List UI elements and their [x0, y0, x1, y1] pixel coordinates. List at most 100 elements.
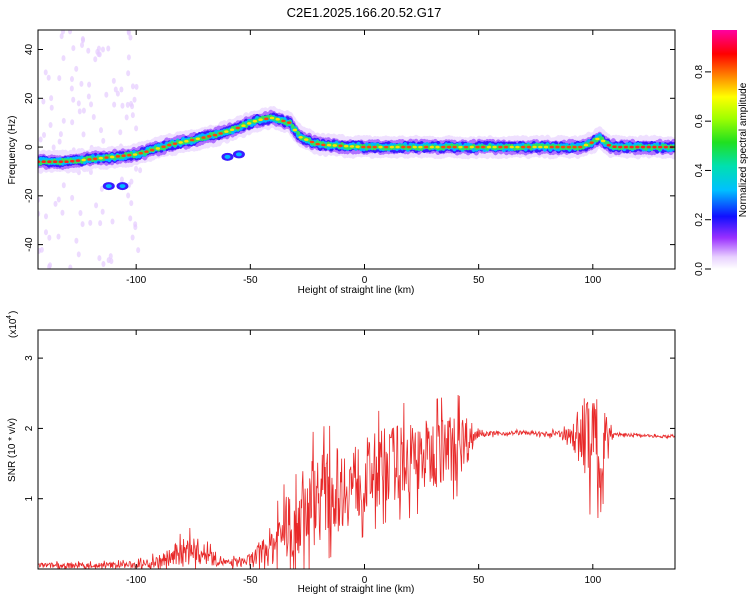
heatmap-peak — [309, 140, 315, 144]
snr-y-scale-base: (x10 — [8, 318, 19, 338]
heatmap-speckle — [43, 69, 48, 76]
heatmap-peak — [595, 137, 600, 141]
snr-frame — [37, 329, 676, 570]
heatmap-peak — [452, 145, 457, 149]
heatmap-cell — [307, 137, 312, 143]
heatmap-peak — [212, 133, 218, 137]
heatmap-peak — [332, 144, 338, 147]
heatmap-peak — [58, 160, 64, 163]
heatmap-speckle — [126, 54, 131, 61]
heatmap-speckle — [128, 215, 133, 222]
snr-y-scale-exp: 4 — [6, 315, 13, 319]
heatmap-speckle — [70, 119, 75, 126]
heatmap-peak — [606, 143, 611, 147]
heatmap-peak — [344, 144, 349, 148]
heatmap-blob-core — [224, 154, 231, 159]
heatmap-peak — [446, 145, 452, 149]
heatmap-speckle — [124, 114, 129, 121]
spectrogram-x-label: Height of straight line (km) — [298, 285, 415, 296]
spectrogram-y-label: Frequency (Hz) — [7, 116, 18, 185]
heatmap-peak — [70, 159, 75, 163]
y-tick-label: -20 — [24, 188, 35, 203]
x-tick-label: -100 — [126, 575, 146, 586]
heatmap-peak — [81, 158, 86, 162]
heatmap-peak — [412, 145, 417, 149]
heatmap-peak — [235, 126, 240, 130]
heatmap-peak — [269, 116, 275, 120]
heatmap-speckle — [79, 80, 84, 87]
heatmap-speckle — [69, 76, 74, 83]
heatmap-speckle — [74, 65, 79, 72]
snr-y-scale-close: ) — [8, 311, 19, 314]
heatmap-speckle — [101, 137, 106, 144]
heatmap-peak — [338, 144, 343, 148]
heatmap-speckle — [61, 117, 66, 124]
heatmap-peak — [224, 130, 229, 133]
heatmap-cell — [49, 159, 54, 165]
heatmap-peak — [321, 143, 326, 147]
heatmap-peak — [629, 145, 634, 149]
heatmap-speckle — [57, 138, 62, 145]
heatmap-peak — [104, 156, 109, 159]
heatmap-peak — [264, 117, 269, 121]
heatmap-speckle — [133, 224, 138, 231]
heatmap-cell — [570, 144, 575, 150]
heatmap-speckle — [81, 37, 86, 44]
heatmap-peak — [429, 145, 435, 149]
heatmap-peak — [572, 145, 577, 149]
heatmap-peak — [349, 145, 355, 148]
heatmap-speckle — [48, 121, 53, 128]
heatmap-peak — [75, 159, 81, 162]
heatmap-speckle — [48, 262, 53, 269]
snr-x-ticks: -100 -50 0 50 100 — [126, 330, 602, 586]
heatmap-cell — [44, 159, 49, 165]
x-tick-label: 0 — [362, 575, 368, 586]
heatmap-speckle — [119, 86, 124, 93]
colorbar-tick-label: 0.4 — [694, 163, 705, 177]
heatmap-peak — [498, 145, 503, 149]
heatmap-peak — [121, 154, 126, 158]
x-tick-label: 100 — [584, 575, 601, 586]
colorbar-ticks: 0.0 0.2 0.4 0.6 0.8 — [694, 64, 711, 276]
heatmap-peak — [652, 145, 657, 149]
heatmap-speckle — [126, 192, 131, 199]
heatmap-cell — [296, 130, 301, 136]
heatmap-speckle — [87, 81, 92, 88]
heatmap-layer — [38, 30, 675, 269]
heatmap-peak — [144, 150, 149, 153]
heatmap-speckle — [51, 144, 56, 151]
heatmap-peak — [418, 145, 423, 149]
heatmap-speckle — [76, 100, 81, 107]
heatmap-peak — [326, 143, 332, 147]
heatmap-peak — [366, 145, 372, 149]
heatmap-peak — [646, 145, 651, 149]
x-tick-label: -50 — [243, 275, 258, 286]
heatmap-speckle — [99, 127, 104, 134]
snr-y-scale: (x10 4 ) — [6, 311, 19, 338]
heatmap-speckle — [97, 255, 102, 262]
heatmap-peak — [292, 128, 298, 132]
heatmap-speckle — [71, 45, 76, 52]
heatmap-speckle — [106, 45, 111, 52]
heatmap-speckle — [60, 209, 65, 216]
heatmap-blob-core — [235, 152, 242, 157]
y-tick-label: 2 — [24, 425, 35, 431]
heatmap-peak — [178, 141, 183, 144]
heatmap-cell — [186, 138, 191, 144]
heatmap-speckle — [94, 202, 99, 209]
heatmap-speckle — [86, 93, 91, 100]
heatmap-peak — [138, 151, 143, 155]
spectrogram-frame — [37, 29, 676, 270]
snr-x-label: Height of straight line (km) — [298, 584, 415, 595]
colorbar-label: Normalized spectral amplitude — [738, 82, 749, 217]
heatmap-speckle — [53, 200, 58, 207]
heatmap-peak — [623, 145, 629, 149]
colorbar-tick-label: 0.0 — [694, 262, 705, 276]
heatmap-peak — [64, 160, 69, 163]
heatmap-speckle — [78, 210, 83, 217]
heatmap-speckle — [98, 220, 103, 227]
heatmap-peak — [618, 145, 623, 149]
x-tick-label: -100 — [126, 275, 146, 286]
heatmap-speckle — [58, 131, 63, 138]
heatmap-speckle — [136, 247, 141, 254]
